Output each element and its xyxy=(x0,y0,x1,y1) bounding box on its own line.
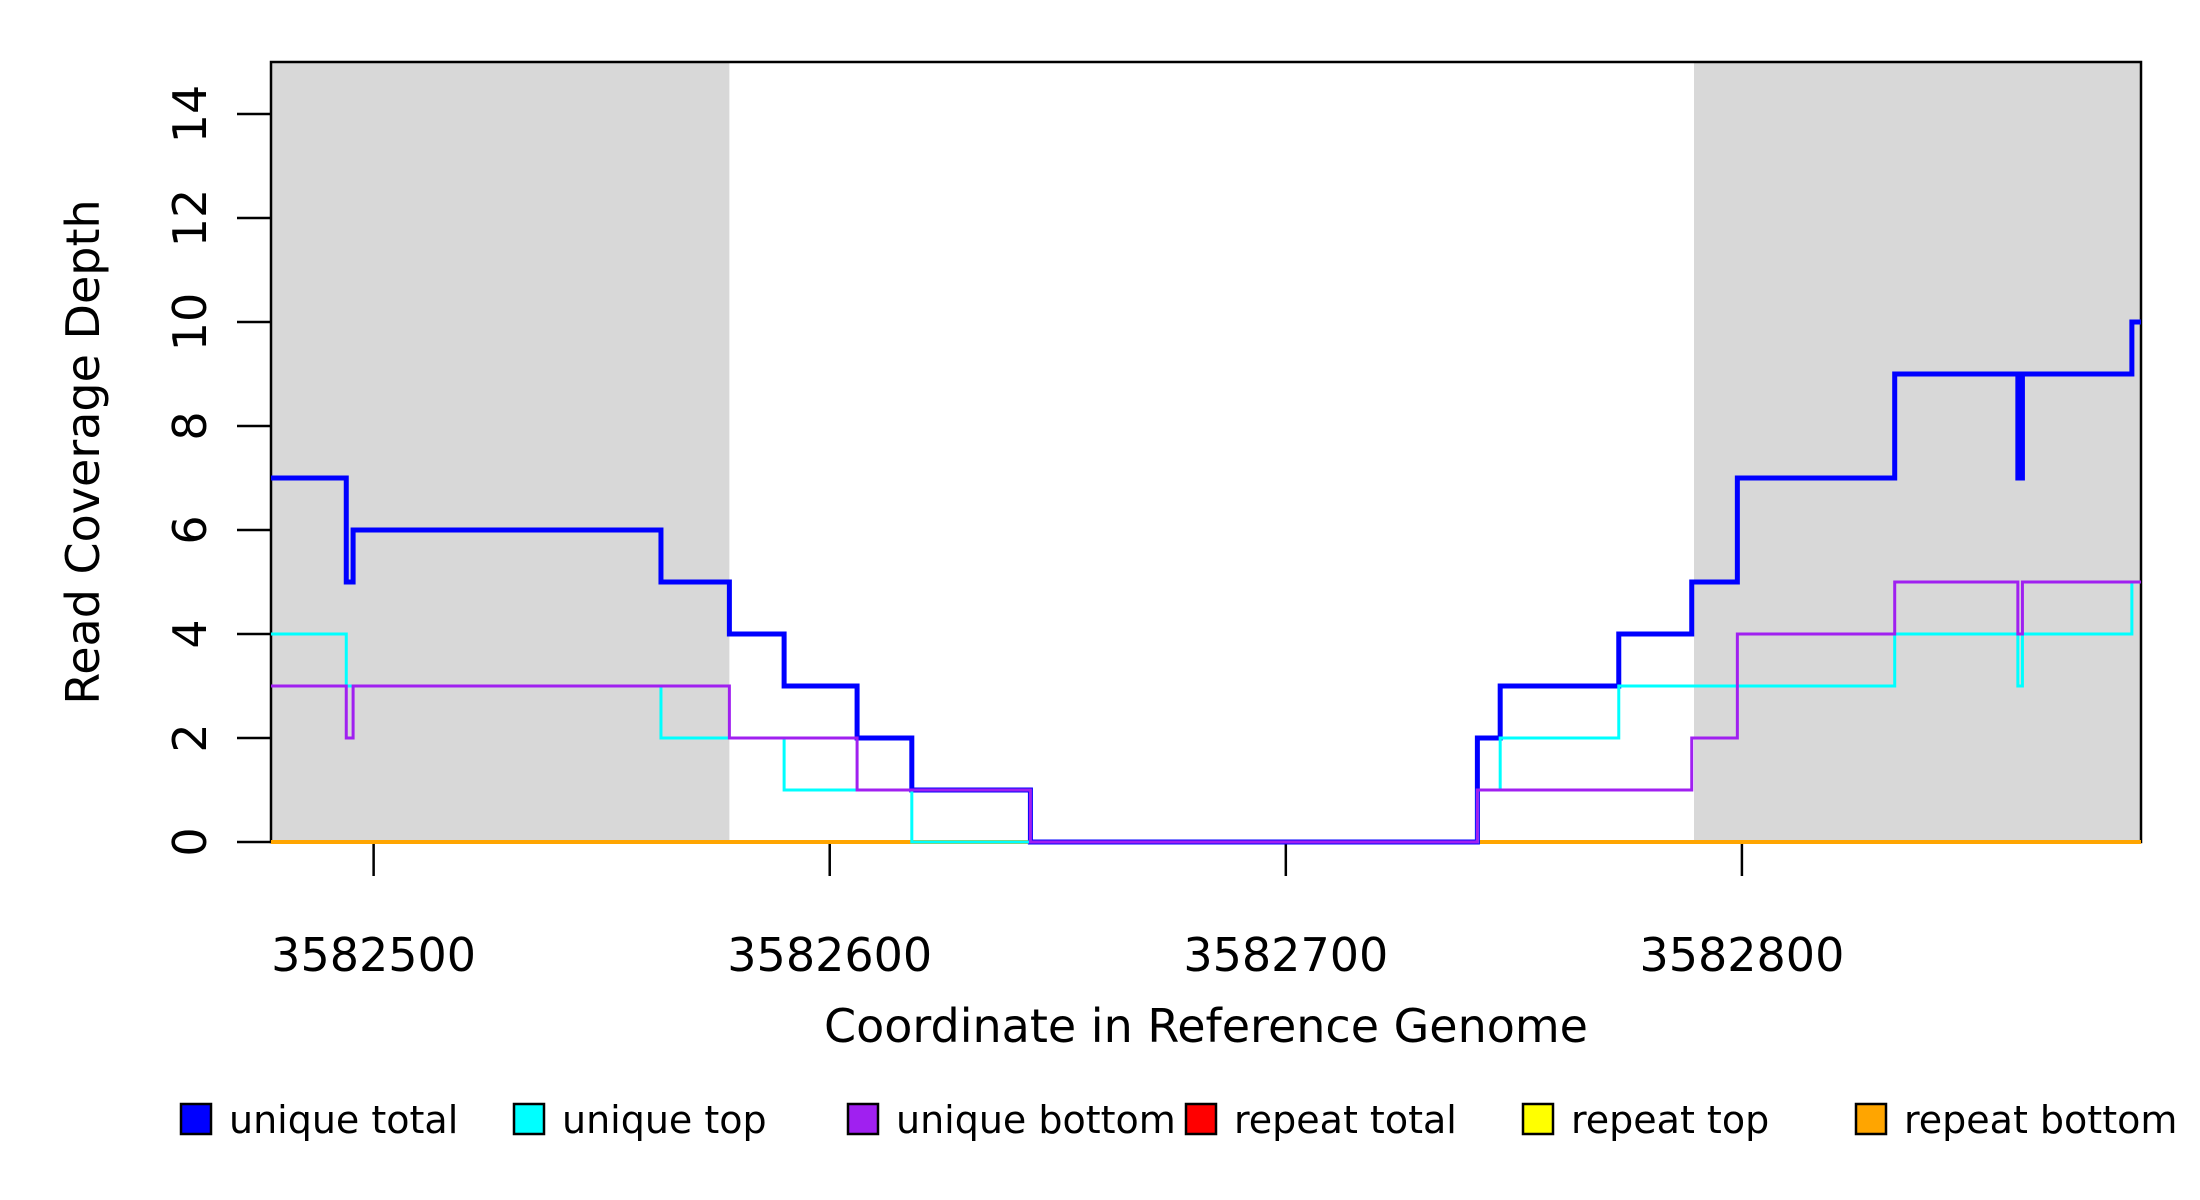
x-axis-tick-label: 3582500 xyxy=(271,928,476,982)
x-axis-title: Coordinate in Reference Genome xyxy=(824,999,1588,1053)
legend-label-unique-total: unique total xyxy=(229,1098,458,1142)
legend-swatch-unique-total xyxy=(179,1102,213,1136)
y-axis-tick-label: 6 xyxy=(163,515,217,544)
series-unique-bottom xyxy=(271,580,2141,844)
legend-label-unique-bottom: unique bottom xyxy=(896,1098,1176,1142)
x-axis-tick-label: 3582700 xyxy=(1183,928,1388,982)
y-axis-tick-label: 0 xyxy=(163,827,217,856)
legend-swatch-repeat-bottom xyxy=(1854,1102,1888,1136)
legend-swatch-repeat-top xyxy=(1521,1102,1555,1136)
repeat-region-right xyxy=(1694,62,2141,842)
legend-label-repeat-top: repeat top xyxy=(1571,1098,1769,1142)
legend-label-repeat-bottom: repeat bottom xyxy=(1904,1098,2177,1142)
y-axis-tick-label: 2 xyxy=(163,723,217,752)
y-axis-tick-label: 12 xyxy=(163,189,217,248)
series-unique-top xyxy=(271,580,2141,844)
legend-label-unique-top: unique top xyxy=(562,1098,767,1142)
x-axis-tick-label: 3582600 xyxy=(727,928,932,982)
x-axis-tick-label: 3582800 xyxy=(1639,928,1844,982)
legend-swatch-unique-bottom xyxy=(846,1102,880,1136)
legend-swatch-repeat-total xyxy=(1184,1102,1218,1136)
y-axis-tick-label: 10 xyxy=(163,293,217,352)
y-axis-tick-label: 14 xyxy=(163,85,217,144)
legend-swatch-unique-top xyxy=(512,1102,546,1136)
y-axis-tick-label: 4 xyxy=(163,619,217,648)
legend-label-repeat-total: repeat total xyxy=(1234,1098,1457,1142)
y-axis-tick-label: 8 xyxy=(163,411,217,440)
y-axis-title: Read Coverage Depth xyxy=(56,199,110,704)
